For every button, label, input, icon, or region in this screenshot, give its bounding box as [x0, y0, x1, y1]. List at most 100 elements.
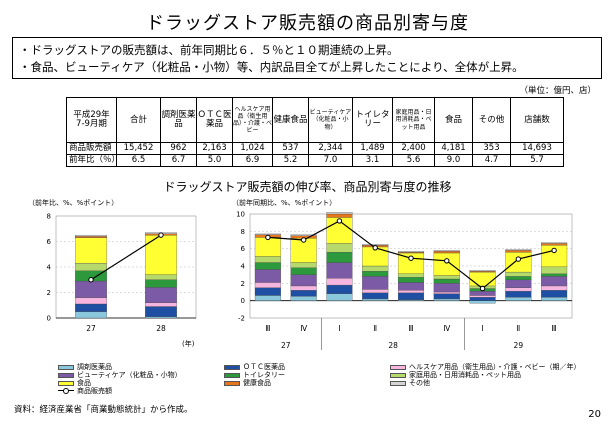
period-header-cell: 平成29年 7-9月期: [66, 97, 117, 143]
legend-swatch: [224, 364, 240, 370]
bar-segment: [505, 279, 532, 288]
group-label: 28: [388, 341, 398, 350]
bar-segment: [362, 244, 389, 246]
bar-segment: [326, 213, 353, 218]
column-header: ビューティケア（化粧品・小物）: [308, 97, 353, 143]
legend-swatch: [390, 380, 406, 386]
bar-segment: [541, 273, 568, 277]
table-cell: 3.1: [352, 154, 393, 167]
page-title: ドラッグストア販売額の商品別寄与度: [146, 13, 469, 34]
chart-legend: 調剤医薬品 ＯＴＣ医薬品 ヘルスケア用品（衛生用品）・介護・ベビー（期／年） ビ…: [58, 362, 581, 396]
bar-segment: [469, 271, 496, 287]
group-label: 29: [514, 341, 524, 350]
y-tick-label: 0: [241, 297, 245, 305]
bar-segment: [75, 297, 107, 305]
bar-segment: [505, 249, 532, 251]
bar-segment: [326, 243, 353, 253]
x-tick-label: Ⅱ: [516, 324, 520, 333]
x-tick-label: 27: [86, 324, 96, 333]
bar-segment: [541, 243, 568, 246]
x-tick-label: Ⅳ: [300, 324, 307, 333]
left-axis-note: （前年比、%、%ポイント）: [28, 199, 119, 207]
source-note: 資料：経済産業省「商業動態統計」から作成。: [14, 405, 193, 415]
bar-segment: [145, 234, 177, 275]
bar-segment: [433, 291, 460, 294]
table-cell: 4.7: [472, 154, 511, 167]
right-axis-note: （前年同期比、%、%ポイント）: [232, 199, 337, 207]
bar-segment: [362, 271, 389, 277]
bar-segment: [290, 262, 317, 268]
legend-line-marker: [58, 388, 74, 394]
table-cell: 5.6: [392, 154, 435, 167]
group-label: 27: [281, 341, 291, 350]
legend-item: ビューティケア（化粧品・小物）: [58, 370, 182, 380]
bar-segment: [397, 273, 425, 278]
chart-section-title: ドラッグストア販売額の伸び率、商品別寄与度の推移: [163, 180, 452, 194]
x-tick-label: Ⅱ: [373, 324, 377, 333]
x-tick-label: Ⅲ: [408, 324, 413, 333]
bar-segment: [541, 285, 568, 291]
sales-point: [88, 277, 94, 283]
x-tick-label: Ⅰ: [338, 324, 340, 333]
legend-item: 調剤医薬品: [58, 362, 112, 372]
bar-segment: [505, 251, 532, 273]
bar-segment: [145, 274, 177, 280]
y-tick-label: 2: [47, 289, 51, 297]
sales-point: [551, 247, 557, 254]
sales-line: [90, 234, 162, 281]
summary-box: ・ドラッグストアの販売額は、前年同期比６．５％と１０期連続の上昇。 ・食品、ビュ…: [12, 37, 602, 79]
table-cell: 6.5: [116, 154, 161, 167]
legend-swatch: [390, 372, 406, 378]
bar-segment: [541, 276, 568, 287]
bar-segment: [541, 242, 568, 244]
bar-segment: [433, 298, 460, 301]
bar-segment: [75, 234, 107, 237]
legend-item: その他: [390, 378, 430, 388]
column-header: その他: [472, 97, 511, 143]
bar-segment: [290, 296, 317, 301]
legend-item: 家庭用品・日用消耗品・ペット用品: [390, 370, 521, 380]
table-cell: 5.7: [510, 154, 564, 167]
legend-swatch: [58, 364, 74, 370]
x-tick-label: Ⅲ: [265, 324, 270, 333]
sales-point: [336, 218, 343, 224]
y-tick-label: 0: [47, 315, 51, 323]
bar-segment: [145, 306, 177, 317]
sales-point: [479, 285, 486, 292]
y-tick-label: 6: [241, 245, 246, 253]
page-number: 20: [588, 409, 601, 420]
sales-point: [408, 255, 414, 261]
bar-segment: [326, 262, 353, 279]
bar-segment: [326, 212, 353, 215]
legend-swatch: [224, 372, 240, 378]
sales-point: [265, 234, 271, 241]
bar-segment: [397, 292, 425, 300]
bar-segment: [75, 236, 107, 238]
bar-segment: [290, 267, 317, 275]
bar-segment: [397, 282, 425, 291]
bar-segment: [433, 278, 460, 284]
bar-segment: [145, 316, 177, 319]
bar-segment: [469, 295, 496, 298]
bar-segment: [290, 285, 317, 291]
bar-segment: [505, 287, 532, 292]
summary-bullet-2: ・食品、ビューティケア（化粧品・小物）等、内訳品目全てが上昇したことにより、全体…: [19, 60, 524, 74]
y-tick-label: 6: [47, 238, 52, 246]
legend-item: 商品販売額: [58, 386, 112, 396]
bar-segment: [290, 234, 317, 236]
bar-segment: [397, 277, 425, 283]
x-tick-label: Ⅳ: [443, 324, 450, 333]
bar-segment: [505, 297, 532, 301]
legend-swatch: [224, 380, 240, 386]
bar-segment: [145, 287, 177, 303]
bar-segment: [505, 271, 532, 277]
bar-segment: [254, 287, 281, 296]
period-label-quarter: 7-9月期: [76, 119, 107, 129]
column-header: 食品: [434, 97, 473, 143]
legend-item: トイレタリー: [224, 370, 285, 380]
bar-segment: [362, 292, 389, 300]
bar-segment: [362, 298, 389, 301]
bar-segment: [254, 237, 281, 257]
x-tick-label: Ⅲ: [552, 324, 557, 333]
